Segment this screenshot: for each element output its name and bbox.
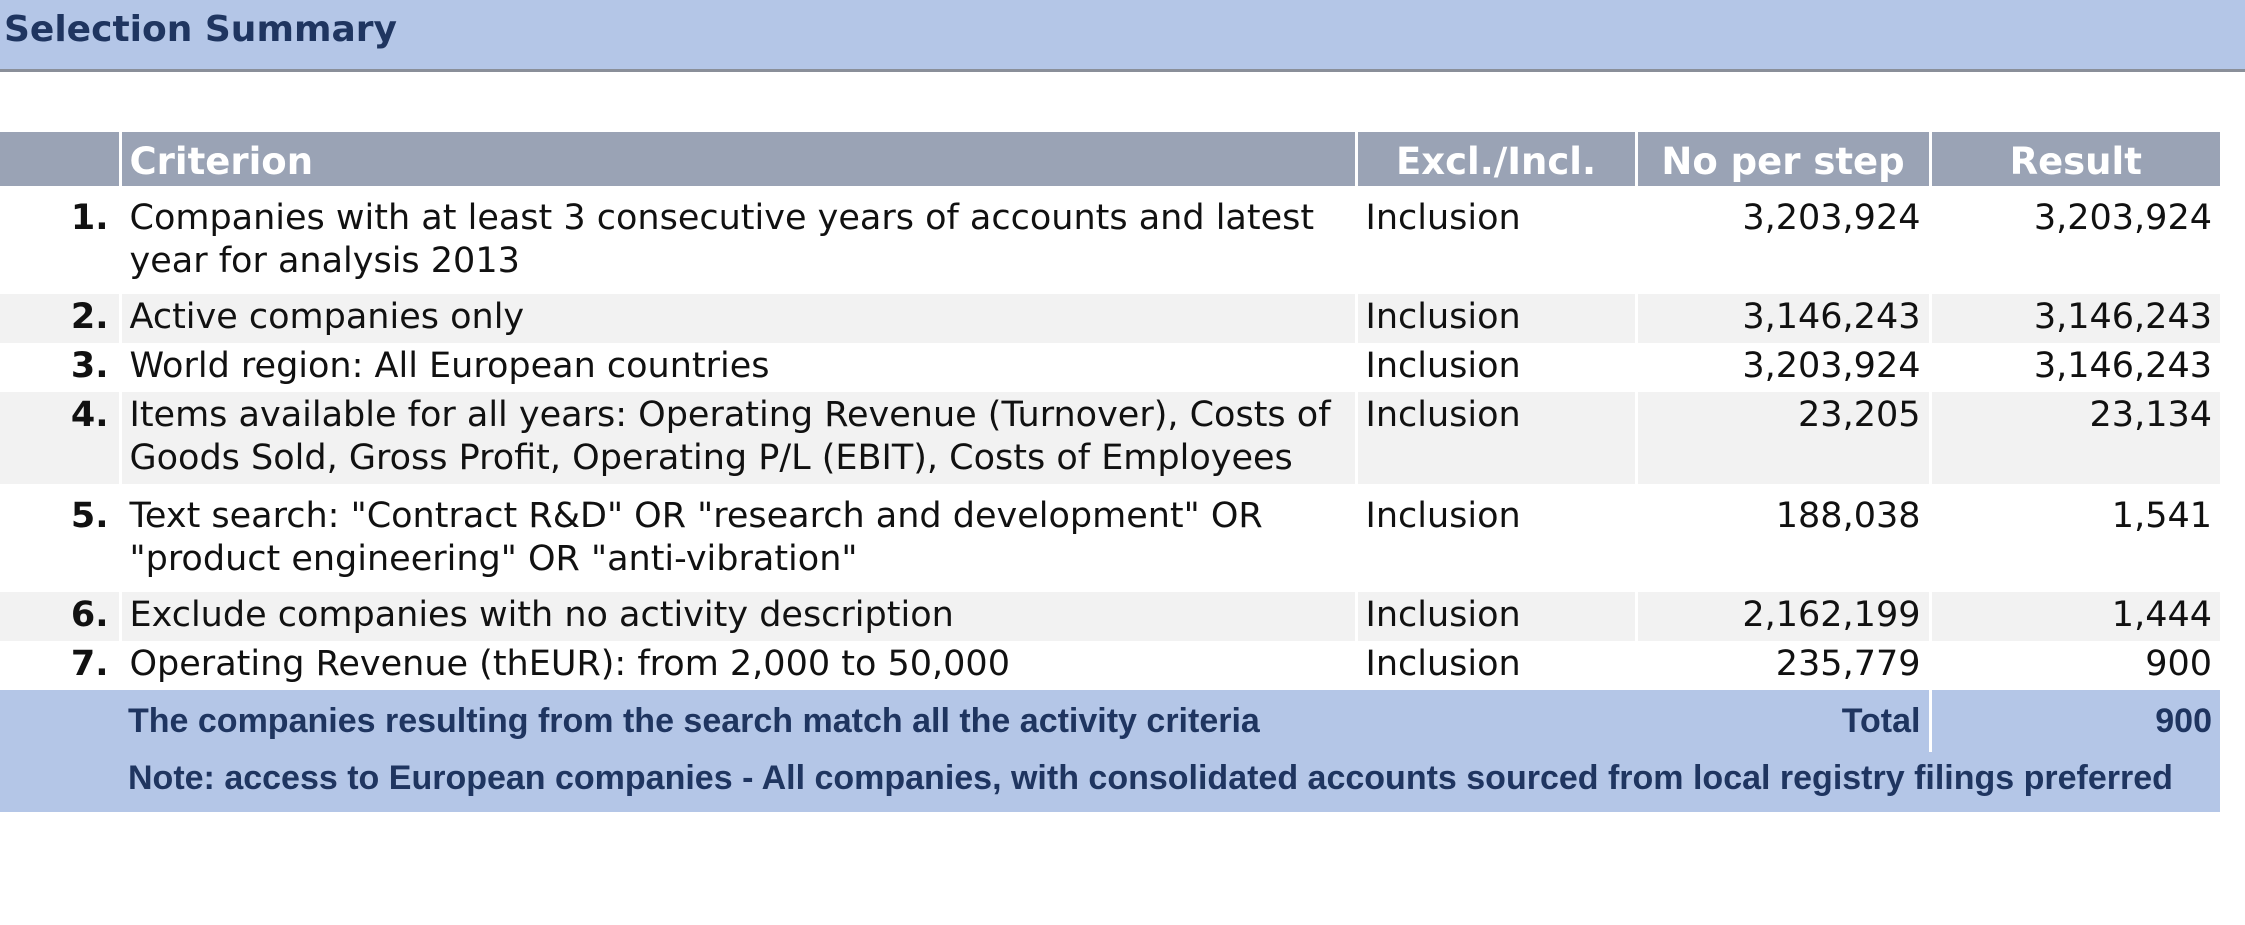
column-header-result: Result	[1928, 132, 2220, 186]
page-title: Selection Summary	[4, 9, 397, 50]
step-number: 1.	[0, 186, 120, 294]
column-header-number	[0, 132, 120, 186]
excl-incl-value: Inclusion	[1354, 392, 1636, 484]
excl-incl-value: Inclusion	[1354, 592, 1636, 641]
table-row: 3. World region: All European countries …	[0, 343, 2220, 392]
step-number: 3.	[0, 343, 120, 392]
column-header-excl-incl: Excl./Incl.	[1354, 132, 1636, 186]
criterion-text: Exclude companies with no activity descr…	[118, 592, 1356, 641]
result-value: 1,541	[1928, 484, 2220, 592]
table-row: 1. Companies with at least 3 consecutive…	[0, 186, 2220, 294]
table-header-row: Criterion Excl./Incl. No per step Result	[0, 132, 2220, 186]
result-value: 3,146,243	[1928, 294, 2220, 343]
access-note: Note: access to European companies - All…	[120, 752, 2220, 812]
column-header-criterion: Criterion	[118, 132, 1356, 186]
no-per-step-value: 235,779	[1634, 641, 1930, 690]
summary-note-row: Note: access to European companies - All…	[0, 752, 2220, 812]
no-per-step-value: 3,146,243	[1634, 294, 1930, 343]
no-per-step-value: 3,203,924	[1634, 186, 1930, 294]
table-row: 4. Items available for all years: Operat…	[0, 392, 2220, 484]
excl-incl-value: Inclusion	[1354, 343, 1636, 392]
step-number: 6.	[0, 592, 120, 641]
no-per-step-value: 23,205	[1634, 392, 1930, 484]
excl-incl-value: Inclusion	[1354, 641, 1636, 690]
no-per-step-value: 188,038	[1634, 484, 1930, 592]
footer-spacer	[0, 690, 120, 752]
criterion-text: Operating Revenue (thEUR): from 2,000 to…	[118, 641, 1356, 690]
total-value: 900	[1928, 690, 2220, 752]
table-row: 5. Text search: "Contract R&D" OR "resea…	[0, 484, 2220, 592]
footer-spacer	[0, 752, 120, 812]
column-header-no-per-step: No per step	[1634, 132, 1930, 186]
table-row: 2. Active companies only Inclusion 3,146…	[0, 294, 2220, 343]
match-criteria-text: The companies resulting from the search …	[120, 690, 1930, 752]
result-value: 900	[1928, 641, 2220, 690]
total-label: Total	[1841, 702, 1921, 740]
step-number: 5.	[0, 484, 120, 592]
selection-summary-table: Criterion Excl./Incl. No per step Result…	[0, 132, 2220, 812]
step-number: 4.	[0, 392, 120, 484]
criterion-text: Items available for all years: Operating…	[118, 392, 1356, 484]
table-row: 6. Exclude companies with no activity de…	[0, 592, 2220, 641]
criterion-text: Active companies only	[118, 294, 1356, 343]
step-number: 2.	[0, 294, 120, 343]
criterion-text: Text search: "Contract R&D" OR "research…	[118, 484, 1356, 592]
no-per-step-value: 2,162,199	[1634, 592, 1930, 641]
excl-incl-value: Inclusion	[1354, 484, 1636, 592]
criterion-text: Companies with at least 3 consecutive ye…	[118, 186, 1356, 294]
excl-incl-value: Inclusion	[1354, 294, 1636, 343]
selection-summary-header: Selection Summary	[0, 0, 2245, 72]
result-value: 3,146,243	[1928, 343, 2220, 392]
excl-incl-value: Inclusion	[1354, 186, 1636, 294]
result-value: 1,444	[1928, 592, 2220, 641]
no-per-step-value: 3,203,924	[1634, 343, 1930, 392]
result-value: 23,134	[1928, 392, 2220, 484]
table-row: 7. Operating Revenue (thEUR): from 2,000…	[0, 641, 2220, 690]
criterion-text: World region: All European countries	[118, 343, 1356, 392]
step-number: 7.	[0, 641, 120, 690]
match-criteria-label: The companies resulting from the search …	[128, 702, 1260, 740]
result-value: 3,203,924	[1928, 186, 2220, 294]
summary-total-row: The companies resulting from the search …	[0, 690, 2220, 752]
